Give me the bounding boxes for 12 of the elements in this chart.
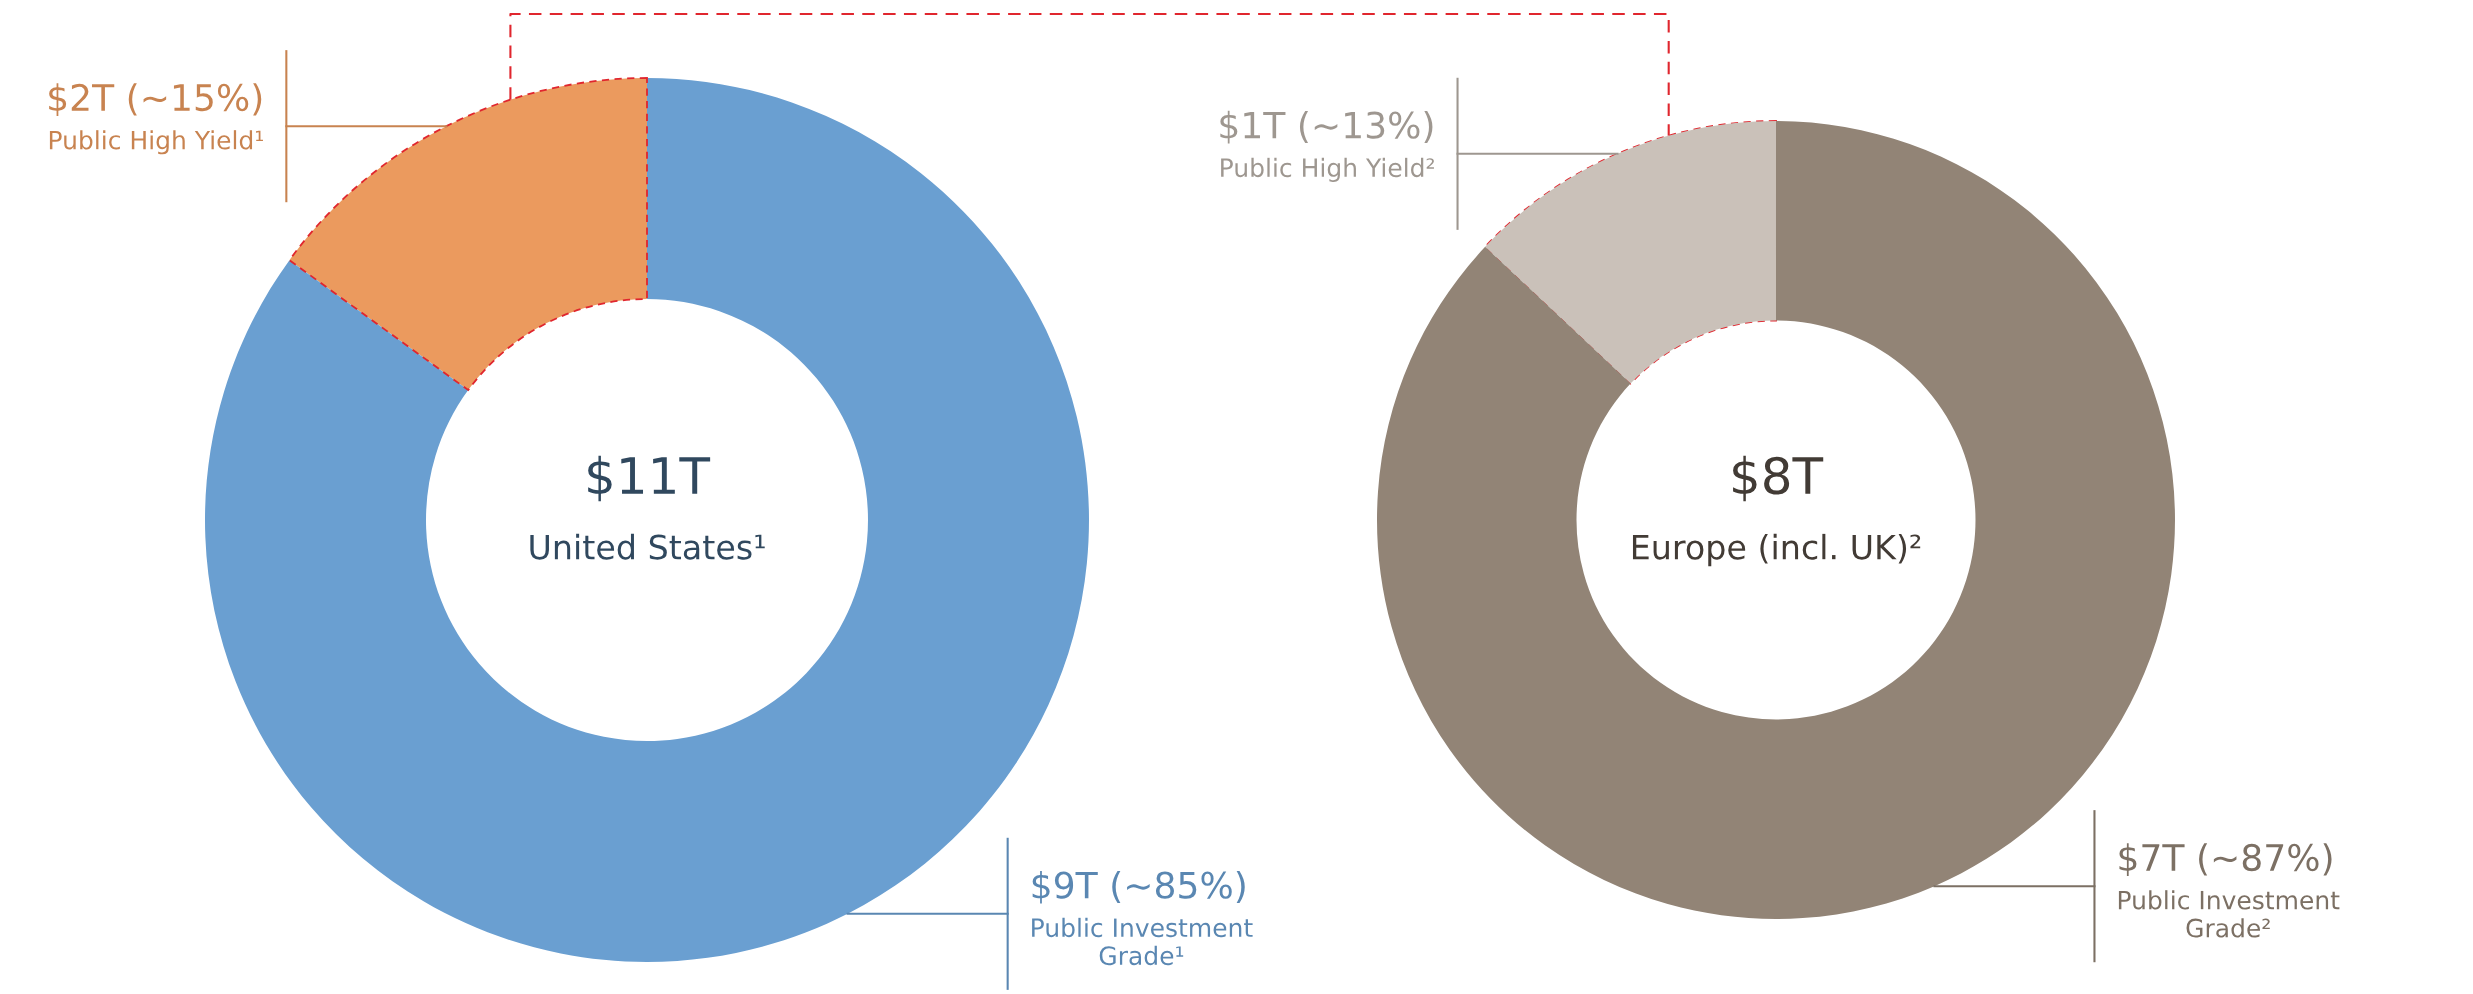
slice-label: Public Investment Grade¹ xyxy=(1032,917,1253,966)
text: $8T xyxy=(1733,455,1824,502)
slice-label: Public High Yield² xyxy=(1221,157,1434,183)
data-label: $1T (~13%) xyxy=(1220,110,1433,144)
data-label: $7T (~87%) xyxy=(2119,843,2332,876)
text: Europe (incl. UK)² xyxy=(1632,533,1921,567)
text: $11T xyxy=(588,455,711,502)
slice-label: Public Investment Grade² xyxy=(2118,890,2340,938)
data-label: $2T (~15%) xyxy=(49,83,262,116)
text: United States¹ xyxy=(530,533,765,560)
data-label: $9T (~85%) xyxy=(1032,870,1245,904)
slice-label: Public High Yield¹ xyxy=(49,130,263,155)
